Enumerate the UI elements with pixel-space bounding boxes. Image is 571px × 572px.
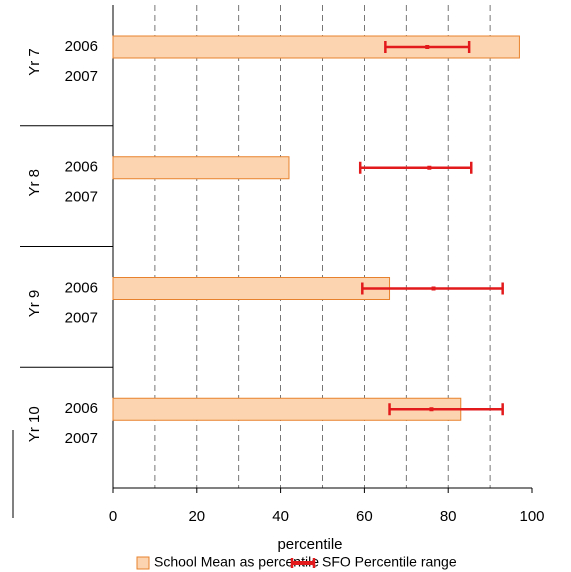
bar [112, 277, 391, 300]
y-tick-label: 2006 [65, 400, 98, 417]
legend-label: School Mean as percentile [154, 554, 319, 570]
x-tick-label: 100 [519, 508, 544, 525]
y-tick-label: 2006 [65, 38, 98, 55]
range-center [429, 407, 434, 412]
legend-swatch [136, 556, 150, 570]
y-tick-label: 2007 [65, 309, 98, 326]
x-tick-label: 60 [356, 508, 373, 525]
y-tick-label: 2006 [65, 159, 98, 176]
group-label: Yr 8 [26, 169, 43, 197]
y-tick-label: 2006 [65, 279, 98, 296]
x-tick-label: 0 [109, 508, 117, 525]
range-center [427, 165, 432, 170]
range-center [431, 286, 436, 291]
group-label: Yr 9 [26, 290, 43, 318]
bar [112, 35, 520, 59]
y-tick-label: 2007 [65, 68, 98, 85]
x-tick-label: 20 [188, 508, 205, 525]
legend-label: SFO Percentile range [322, 554, 457, 570]
x-tick-label: 40 [272, 508, 289, 525]
y-tick-label: 2007 [65, 430, 98, 447]
bar [112, 156, 290, 180]
x-axis-label: percentile [277, 536, 342, 553]
group-label: Yr 7 [26, 48, 43, 76]
y-tick-label: 2007 [65, 189, 98, 206]
group-label: Yr 10 [26, 406, 43, 442]
range-center [425, 45, 430, 49]
x-tick-label: 80 [440, 508, 457, 525]
